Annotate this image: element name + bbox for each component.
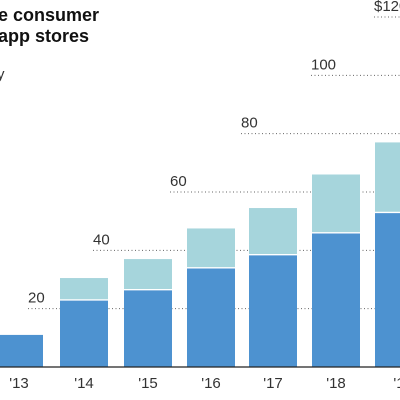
- bar-segment-series-1: [187, 267, 235, 367]
- y-tick-label: 40: [93, 231, 110, 248]
- bar-segment-series-1: [0, 334, 43, 367]
- bar-segment-series-2: [312, 174, 360, 233]
- x-tick-label: '1: [393, 375, 400, 392]
- bar-segment-series-2: [249, 208, 297, 255]
- y-tick-label: 60: [170, 173, 187, 190]
- y-tick-label: 80: [241, 115, 258, 132]
- x-tick-labels: '13 '14 '15 '16 '17 '18 '1: [9, 375, 400, 392]
- x-tick-label: '14: [74, 375, 94, 392]
- y-tick-labels: 20 40 60 80 100 $120: [28, 0, 400, 307]
- bar-segment-series-1: [249, 254, 297, 367]
- chart-subtitle: y: [0, 66, 5, 83]
- bar-segment-series-2: [187, 228, 235, 268]
- bar-segment-series-2: [124, 259, 172, 290]
- x-tick-label: '18: [326, 375, 346, 392]
- bar-segment-series-2: [60, 278, 108, 300]
- y-tick-label: $120: [374, 0, 400, 15]
- x-tick-label: '15: [138, 375, 158, 392]
- bar-segment-series-2: [375, 142, 400, 213]
- bar-segment-series-1: [312, 232, 360, 367]
- bar-segment-series-1: [375, 212, 400, 367]
- x-tick-label: '17: [263, 375, 283, 392]
- chart-title-line-2: app stores: [0, 26, 89, 46]
- x-tick-label: '13: [9, 375, 29, 392]
- y-tick-label: 100: [311, 56, 336, 73]
- bars: [0, 142, 400, 367]
- bar-segment-series-1: [124, 289, 172, 367]
- y-tick-label: 20: [28, 290, 45, 307]
- x-tick-label: '16: [201, 375, 221, 392]
- chart-title-line-1: e consumer: [0, 5, 99, 25]
- bar-segment-series-1: [60, 299, 108, 367]
